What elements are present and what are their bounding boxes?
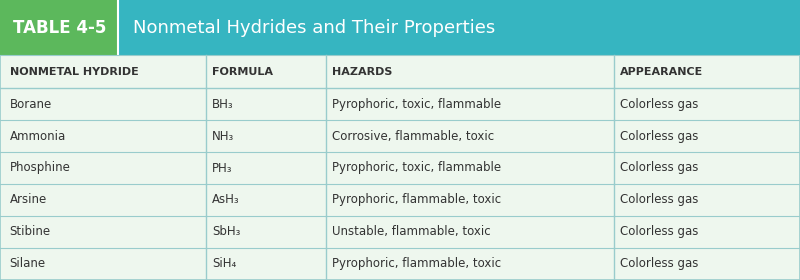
Text: Unstable, flammable, toxic: Unstable, flammable, toxic (332, 225, 490, 238)
Text: Ammonia: Ammonia (10, 130, 66, 143)
Text: Pyrophoric, toxic, flammable: Pyrophoric, toxic, flammable (332, 98, 501, 111)
Bar (0, 0, 800, 55)
Text: BH₃: BH₃ (212, 98, 234, 111)
Text: NONMETAL HYDRIDE: NONMETAL HYDRIDE (10, 67, 138, 77)
Text: Pyrophoric, flammable, toxic: Pyrophoric, flammable, toxic (332, 193, 501, 206)
Text: AsH₃: AsH₃ (212, 193, 240, 206)
Text: TABLE 4-5: TABLE 4-5 (13, 18, 106, 37)
Bar (0, 0, 118, 55)
Text: Pyrophoric, flammable, toxic: Pyrophoric, flammable, toxic (332, 257, 501, 270)
Text: Colorless gas: Colorless gas (620, 257, 698, 270)
Text: Borane: Borane (10, 98, 52, 111)
Text: NH₃: NH₃ (212, 130, 234, 143)
Text: SiH₄: SiH₄ (212, 257, 236, 270)
Text: Stibine: Stibine (10, 225, 50, 238)
Text: FORMULA: FORMULA (212, 67, 273, 77)
Text: PH₃: PH₃ (212, 162, 233, 174)
Text: SbH₃: SbH₃ (212, 225, 240, 238)
Text: Colorless gas: Colorless gas (620, 130, 698, 143)
Text: APPEARANCE: APPEARANCE (620, 67, 703, 77)
Text: Colorless gas: Colorless gas (620, 98, 698, 111)
Text: HAZARDS: HAZARDS (332, 67, 392, 77)
Text: Arsine: Arsine (10, 193, 47, 206)
Text: Phosphine: Phosphine (10, 162, 70, 174)
Text: Colorless gas: Colorless gas (620, 225, 698, 238)
Text: Colorless gas: Colorless gas (620, 193, 698, 206)
Text: Nonmetal Hydrides and Their Properties: Nonmetal Hydrides and Their Properties (133, 18, 495, 37)
Text: Silane: Silane (10, 257, 46, 270)
Text: Colorless gas: Colorless gas (620, 162, 698, 174)
Text: Pyrophoric, toxic, flammable: Pyrophoric, toxic, flammable (332, 162, 501, 174)
Text: Corrosive, flammable, toxic: Corrosive, flammable, toxic (332, 130, 494, 143)
